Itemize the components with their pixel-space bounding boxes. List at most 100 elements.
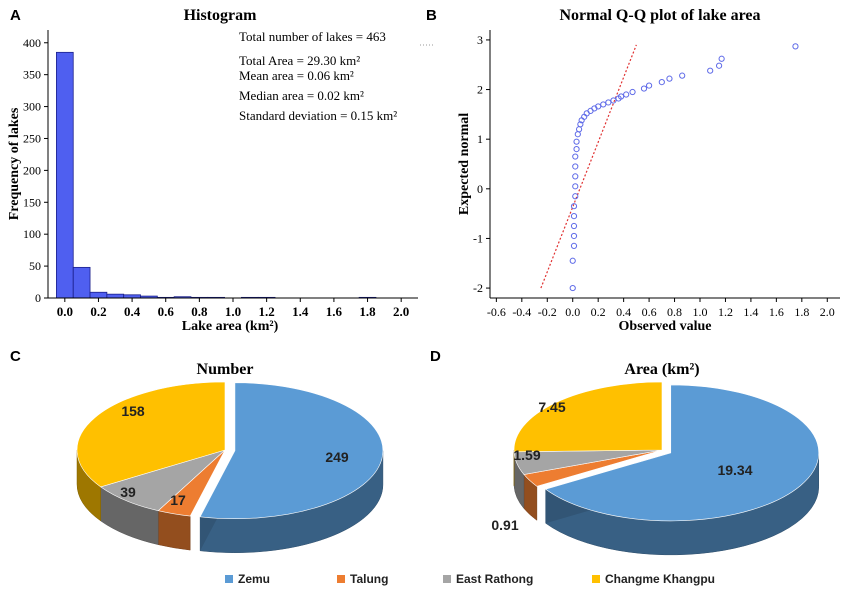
pie-value-label: 19.34 <box>717 462 752 478</box>
pie-top-faces <box>76 381 384 519</box>
histogram-x-tick-label: 0.0 <box>57 304 73 319</box>
qq-point <box>570 222 578 230</box>
qq-point <box>715 62 723 69</box>
legend-swatch <box>592 575 600 583</box>
qq-y-tick-label: -1 <box>473 231 483 245</box>
legend: Zemu Talung East Rathong Changme Khangpu <box>225 572 715 586</box>
histogram-x-tick-label: 1.0 <box>225 304 241 319</box>
histogram-x-tick-label: 1.8 <box>359 304 376 319</box>
pie-slice-changme-khangpu <box>513 381 663 453</box>
qq-x-ticks: -0.6 -0.4 -0.2 0.0 0.2 0.4 0.6 0.8 1.0 1.2 1.4 1.6 1… <box>487 298 835 319</box>
qq-x-tick-label: 1.2 <box>718 305 733 319</box>
qq-x-tick-label: -0.2 <box>538 305 557 319</box>
pie-top-faces <box>513 381 820 522</box>
qq-y-ticks: -2 -1 0 1 2 3 <box>473 33 490 295</box>
histogram-y-tick-label: 300 <box>23 100 41 114</box>
pie-number-title: Number <box>197 361 254 378</box>
histogram-bar <box>89 291 108 299</box>
qq-x-tick-label: -0.4 <box>512 305 531 319</box>
histogram-y-tick-label: 200 <box>23 163 41 177</box>
qq-point <box>577 121 584 128</box>
qq-point <box>569 257 576 264</box>
histogram-x-tick-label: 0.2 <box>90 304 106 319</box>
qq-y-label: Expected normal <box>457 113 472 215</box>
qq-point <box>570 242 578 249</box>
pie-value-labels: 19.34 0.91 1.59 7.45 <box>491 399 752 533</box>
qq-x-tick-label: -0.6 <box>487 305 506 319</box>
qq-title: Normal Q-Q plot of lake area <box>559 7 760 24</box>
qq-point <box>570 203 578 210</box>
annotation-median-area: Median area = 0.02 km² <box>239 88 364 103</box>
qq-point <box>718 55 725 62</box>
qq-point <box>610 97 617 104</box>
panel-letter-b: B <box>426 7 437 24</box>
qq-point <box>666 75 673 82</box>
qq-plot-panel: Normal Q-Q plot of lake area -0.6 -0.4 -0.… <box>457 7 840 334</box>
histogram-y-tick-label: 350 <box>23 68 41 82</box>
histogram-x-tick-label: 1.2 <box>259 304 275 319</box>
pie-value-label: 39 <box>120 484 136 500</box>
qq-point <box>605 99 612 106</box>
pie-value-label: 158 <box>121 403 145 419</box>
qq-reference-line <box>540 44 637 289</box>
histogram-bar <box>56 51 74 299</box>
qq-y-tick-label: 0 <box>477 182 483 196</box>
histogram-x-tick-label: 1.6 <box>326 304 343 319</box>
qq-point <box>600 101 607 108</box>
pie-number-chart: 249 17 39 158 <box>76 381 384 553</box>
histogram-panel: Histogram 0.0 0.2 0.4 0.6 0.8 1.0 1.2 1.4 1.6 1.8… <box>7 7 435 334</box>
histogram-y-tick-label: 250 <box>23 131 41 145</box>
qq-point <box>645 82 653 89</box>
qq-point <box>569 284 576 292</box>
qq-point <box>572 183 579 190</box>
qq-x-tick-label: 0.8 <box>667 305 682 319</box>
panel-letter-c: C <box>10 348 21 365</box>
histogram-y-tick-label: 400 <box>23 36 41 50</box>
qq-x-tick-label: 1.0 <box>693 305 708 319</box>
qq-x-tick-label: 0.4 <box>616 305 631 319</box>
histogram-y-tick-label: 0 <box>35 291 41 305</box>
qq-point <box>595 103 602 110</box>
pie-slice-zemu <box>199 382 384 519</box>
histogram-title: Histogram <box>184 7 258 24</box>
qq-point <box>573 146 580 153</box>
pie-value-label: 17 <box>170 492 186 508</box>
qq-point <box>570 232 578 240</box>
qq-point <box>679 72 686 79</box>
histogram-x-label: Lake area (km²) <box>182 319 279 334</box>
histogram-x-tick-label: 0.4 <box>124 304 141 319</box>
pie-value-label: 7.45 <box>538 399 565 415</box>
pie-value-labels: 249 17 39 158 <box>120 403 349 508</box>
annotation-total-area: Total Area = 29.30 km² <box>239 53 360 68</box>
histogram-x-tick-label: 2.0 <box>393 304 409 319</box>
qq-point <box>640 85 648 92</box>
qq-reference-line-path <box>540 44 637 289</box>
pie-area-chart: 19.34 0.91 1.59 7.45 <box>491 381 820 556</box>
legend-swatch <box>337 575 345 583</box>
pie-slice-changme-khangpu <box>76 381 226 488</box>
pie-area-panel: Area (km²) 19.34 0.91 1.59 7.45 <box>491 361 820 556</box>
histogram-y-tick-label: 150 <box>23 195 41 209</box>
panel-letter-d: D <box>430 348 441 365</box>
legend-label: Changme Khangpu <box>605 572 715 586</box>
pie-number-panel: Number 249 17 39 158 <box>76 361 384 553</box>
qq-x-tick-label: 2.0 <box>820 305 835 319</box>
qq-x-tick-label: 1.4 <box>743 305 758 319</box>
qq-y-tick-label: -2 <box>473 281 483 295</box>
histogram-y-tick-label: 50 <box>29 259 41 273</box>
qq-point <box>623 91 630 98</box>
qq-point <box>574 131 581 138</box>
qq-y-tick-label: 1 <box>477 132 483 146</box>
pie-area-title: Area (km²) <box>624 361 699 378</box>
qq-point <box>792 43 799 50</box>
histogram-x-tick-label: 0.6 <box>158 304 175 319</box>
legend-label: Zemu <box>238 572 270 586</box>
qq-point <box>573 138 580 145</box>
histogram-y-ticks: 0 50 100 150 200 250 300 350 400 <box>23 36 48 305</box>
pie-slice-zemu <box>544 384 820 522</box>
qq-point <box>575 126 583 133</box>
qq-point <box>572 193 579 200</box>
qq-point <box>572 173 579 180</box>
annotation-std-dev: Standard deviation = 0.15 km² <box>239 108 397 123</box>
annotation-total-lakes: Total number of lakes = 463 <box>239 29 386 44</box>
